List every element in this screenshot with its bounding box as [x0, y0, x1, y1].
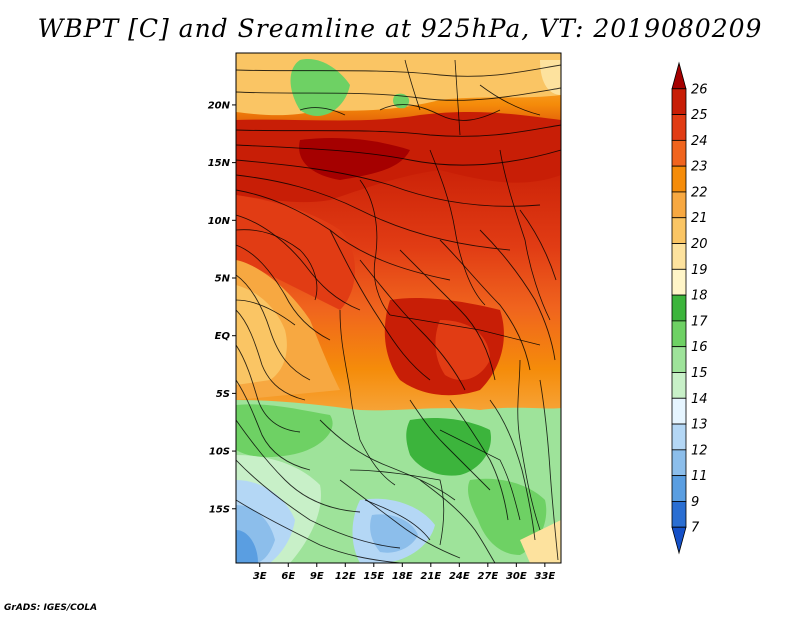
grads-credit: GrADS: IGES/COLA — [4, 603, 98, 613]
lon-tick-label: 6E — [281, 571, 295, 582]
colorbar-swatch — [671, 139, 687, 167]
colorbar-swatch — [671, 475, 687, 502]
lat-tick-label: 10S — [209, 447, 230, 458]
colorbar-label: 12 — [691, 443, 708, 458]
lon-tick-label: 27E — [477, 571, 498, 582]
colorbar-label: 20 — [691, 237, 708, 252]
lon-tick-label: 12E — [335, 571, 356, 582]
colorbar-label: 22 — [691, 185, 708, 200]
colorbar-label: 23 — [691, 160, 708, 175]
colorbar-label: 16 — [691, 340, 708, 355]
colorbar-label: 9 — [691, 495, 699, 510]
lat-tick-label: 5S — [216, 389, 230, 400]
colorbar-swatch — [671, 397, 687, 425]
colorbar-label: 26 — [691, 82, 708, 97]
colorbar-swatch — [671, 114, 687, 141]
map-frame — [235, 52, 562, 564]
colorbar-swatch — [671, 346, 687, 373]
lat-tick-label: 15S — [209, 504, 230, 515]
longitude-axis: 3E 6E 9E 12E 15E 18E 21E 24E 27E 30E 33E — [253, 563, 555, 582]
lon-tick-label: 33E — [534, 571, 555, 582]
colorbar-bottom-arrow — [671, 526, 687, 555]
colorbar-swatch — [671, 501, 687, 528]
lat-tick-label: 20N — [208, 100, 231, 111]
colorbar-swatch — [671, 449, 687, 477]
colorbar-label: 15 — [691, 366, 708, 381]
lat-tick-label: EQ — [215, 331, 231, 342]
colorbar-label: 19 — [691, 263, 708, 278]
colorbar-label: 17 — [691, 314, 708, 329]
latitude-axis: 20N 15N 10N 5N EQ 5S 10S 15S — [208, 100, 236, 515]
lat-tick-label: 15N — [208, 158, 231, 169]
colorbar-label: 13 — [691, 418, 708, 433]
lon-tick-label: 9E — [310, 571, 324, 582]
lon-tick-label: 15E — [363, 571, 384, 582]
lon-tick-label: 21E — [420, 571, 441, 582]
colorbar-label: 21 — [691, 211, 708, 226]
colorbar-label: 25 — [691, 108, 708, 123]
colorbar-swatch — [671, 217, 687, 244]
lat-tick-label: 10N — [208, 216, 231, 227]
temperature-field — [236, 53, 561, 563]
map-title: WBPT [C] and Sreamline at 925hPa, VT: 20… — [37, 14, 763, 43]
colorbar-label: 14 — [691, 392, 708, 407]
colorbar-swatch — [671, 268, 687, 296]
colorbar-label: 7 — [691, 521, 700, 536]
lat-tick-label: 5N — [215, 274, 231, 285]
colorbar-label: 24 — [691, 134, 708, 149]
colorbar-top-arrow — [671, 61, 687, 90]
colorbar-swatch — [671, 320, 687, 348]
colorbar-swatch — [671, 88, 687, 115]
lon-tick-label: 18E — [392, 571, 413, 582]
lon-tick-label: 24E — [449, 571, 470, 582]
colorbar-swatch — [671, 165, 687, 193]
colorbar: 26 25 24 23 22 21 20 19 18 17 16 15 14 13 12 11 9 7 — [671, 61, 708, 555]
colorbar-label: 18 — [691, 289, 708, 304]
colorbar-swatch — [671, 294, 687, 322]
colorbar-swatch — [671, 423, 687, 451]
colorbar-swatch — [671, 372, 687, 399]
lon-tick-label: 3E — [253, 571, 267, 582]
colorbar-swatch — [671, 243, 687, 270]
lon-tick-label: 30E — [506, 571, 527, 582]
colorbar-label: 11 — [691, 469, 708, 484]
colorbar-swatch — [671, 191, 687, 219]
